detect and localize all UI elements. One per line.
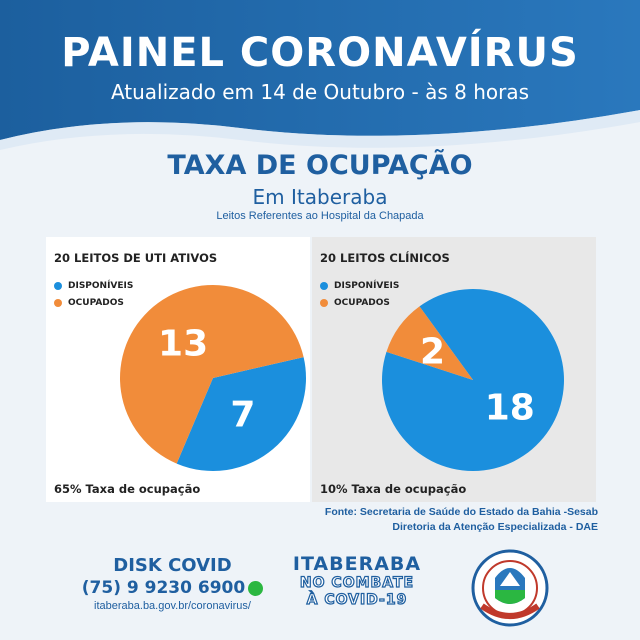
section-note: Leitos Referentes ao Hospital da Chapada [216, 210, 424, 222]
legend-label: DISPONÍVEIS [334, 280, 400, 291]
whatsapp-icon [248, 580, 264, 596]
legend-swatch-available [320, 281, 328, 290]
chart-legend: DISPONÍVEIS OCUPADOS [320, 277, 399, 311]
data-label: 2 [420, 332, 445, 373]
legend-swatch-available [54, 281, 62, 290]
legend-label: OCUPADOS [334, 297, 390, 308]
update-timestamp: Atualizado em 14 de Outubro - às 8 horas [110, 80, 530, 104]
occupancy-rate: 10% Taxa de ocupação [320, 482, 467, 496]
campaign-line: À COVID-19 [306, 591, 408, 608]
pie-slice-occupied [386, 306, 473, 380]
campaign-city: ITABERABA [292, 553, 422, 575]
pie-slice-occupied [119, 284, 304, 464]
uti-pie-chart: 7 13 [119, 284, 306, 471]
disk-covid-title: DISK COVID [113, 555, 232, 576]
occupancy-rate: 65% Taxa de ocupação [54, 482, 201, 496]
legend-swatch-occupied [54, 298, 62, 307]
source-line: Fonte: Secretaria de Saúde do Estado da … [324, 506, 598, 518]
chart-title: 20 LEITOS CLÍNICOS [320, 251, 450, 265]
source-credit: Fonte: Secretaria de Saúde do Estado da … [325, 505, 598, 535]
legend-item-occupied: OCUPADOS [54, 294, 133, 311]
source-line: Diretoria da Atenção Especializada - DAE [392, 521, 598, 533]
section-subtitle: Em Itaberaba [252, 185, 388, 209]
pie-slice-available [176, 357, 306, 471]
header-background [0, 0, 640, 150]
page-title: PAINEL CORONAVÍRUS [61, 30, 579, 76]
legend-label: DISPONÍVEIS [68, 280, 134, 291]
clinical-chart-panel: 20 LEITOS CLÍNICOS DISPONÍVEIS OCUPADOS … [312, 237, 596, 502]
campaign-line: NO COMBATE [299, 574, 415, 591]
legend-item-available: DISPONÍVEIS [320, 277, 399, 294]
uti-chart-panel: 20 LEITOS DE UTI ATIVOS DISPONÍVEIS OCUP… [46, 237, 310, 502]
clinical-pie-chart: 18 2 [382, 289, 564, 471]
data-label: 7 [230, 395, 255, 436]
data-label: 13 [158, 323, 208, 364]
chart-title: 20 LEITOS DE UTI ATIVOS [54, 251, 218, 265]
city-seal-icon [471, 549, 549, 627]
legend-label: OCUPADOS [68, 297, 124, 308]
campaign-logo: ITABERABA NO COMBATE À COVID-19 [282, 553, 432, 609]
legend-item-available: DISPONÍVEIS [54, 277, 133, 294]
legend-item-occupied: OCUPADOS [320, 294, 399, 311]
phone-number: (75) 9 9230 6900 [81, 578, 246, 598]
website-link[interactable]: itaberaba.ba.gov.br/coronavirus/ [94, 600, 251, 612]
legend-swatch-occupied [320, 298, 328, 307]
chart-legend: DISPONÍVEIS OCUPADOS [54, 277, 133, 311]
disk-covid-block: DISK COVID (75) 9 9230 6900 itaberaba.ba… [80, 555, 265, 612]
data-label: 18 [485, 388, 535, 429]
disk-covid-phone: (75) 9 9230 6900 [80, 578, 265, 598]
section-title: TAXA DE OCUPAÇÃO [167, 150, 473, 181]
